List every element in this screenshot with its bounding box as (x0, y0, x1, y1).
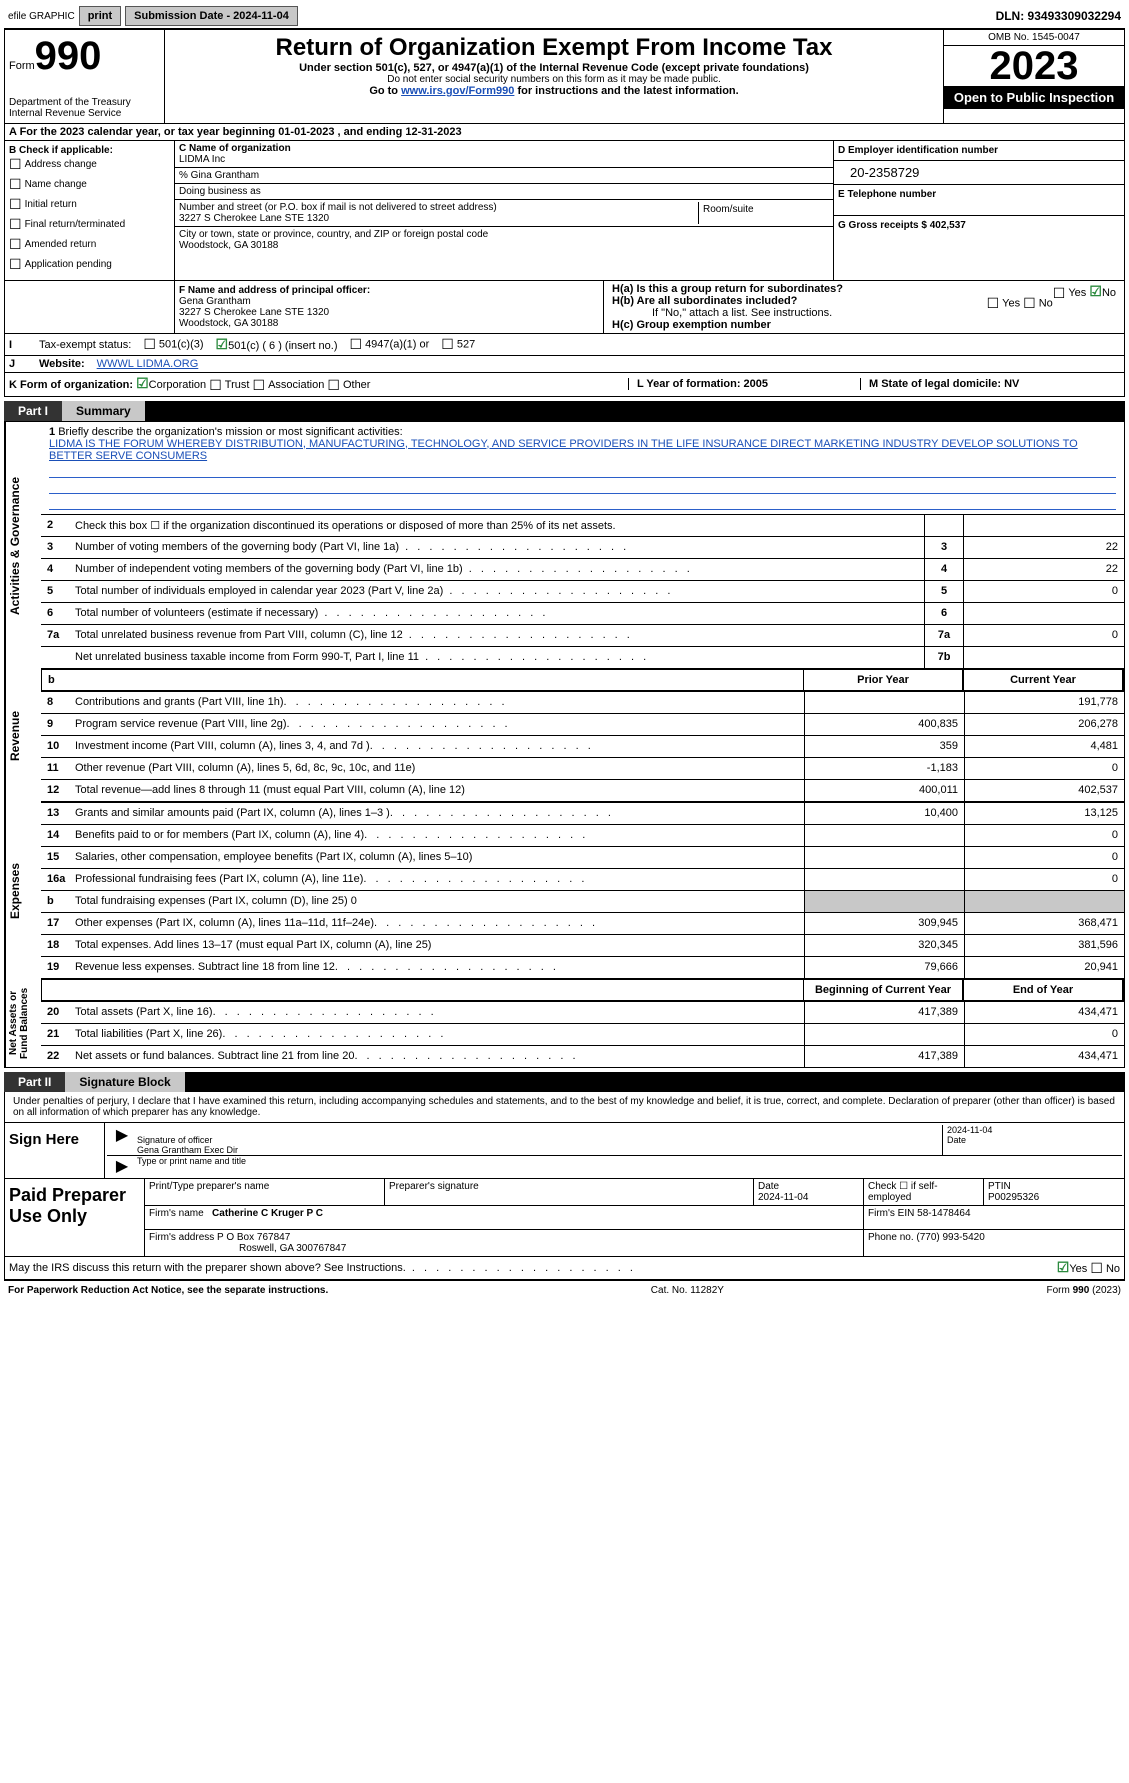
col-b: B Check if applicable: ☐Address change ☐… (5, 141, 175, 280)
dept-label: Department of the Treasury Internal Reve… (9, 97, 160, 119)
header-goto: Go to www.irs.gov/Form990 for instructio… (169, 85, 939, 97)
irs-link[interactable]: www.irs.gov/Form990 (401, 85, 514, 97)
row-a: A For the 2023 calendar year, or tax yea… (4, 124, 1125, 141)
row-klm: K Form of organization: ☑Corporation ☐Tr… (4, 373, 1125, 397)
efile-label: efile GRAPHIC (8, 11, 75, 22)
gross-receipts: G Gross receipts $ 402,537 (834, 216, 1124, 235)
col-c: C Name of organizationLIDMA Inc % Gina G… (175, 141, 834, 280)
sign-here-label: Sign Here (5, 1123, 105, 1178)
form-number: Form990 (9, 34, 160, 79)
open-to-public: Open to Public Inspection (944, 86, 1124, 109)
city: Woodstock, GA 30188 (179, 240, 278, 251)
form-header: Form990 Department of the Treasury Inter… (4, 29, 1125, 124)
row-j: JWebsite: WWWL LIDMA.ORG (4, 356, 1125, 373)
signature-block: Under penalties of perjury, I declare th… (4, 1092, 1125, 1179)
col-b-label: B Check if applicable: (9, 145, 170, 156)
check-final[interactable]: ☐Final return/terminated (9, 216, 170, 233)
meta-grid: B Check if applicable: ☐Address change ☐… (4, 141, 1125, 281)
vlabel-netassets: Net Assets or Fund Balances (5, 979, 41, 1067)
street-label: Number and street (or P.O. box if mail i… (179, 202, 497, 213)
check-initial[interactable]: ☐Initial return (9, 196, 170, 213)
irs-discuss-row: May the IRS discuss this return with the… (4, 1257, 1125, 1281)
pra-notice: For Paperwork Reduction Act Notice, see … (8, 1285, 328, 1296)
mission-block: 1 Briefly describe the organization's mi… (41, 422, 1124, 514)
care-of: % Gina Grantham (175, 168, 833, 184)
vlabel-expenses: Expenses (5, 802, 41, 979)
form-ref: Form 990 (2023) (1047, 1285, 1121, 1296)
room-label: Room/suite (703, 204, 754, 215)
row-i: ITax-exempt status: ☐501(c)(3) ☑501(c) (… (4, 334, 1125, 356)
street: 3227 S Cherokee Lane STE 1320 (179, 213, 329, 224)
summary-grid: Activities & Governance 1 Briefly descri… (4, 421, 1125, 1068)
website-link[interactable]: WWWL LIDMA.ORG (97, 358, 199, 370)
dln-label: DLN: 93493309032294 (996, 9, 1121, 23)
header-subtitle: Under section 501(c), 527, or 4947(a)(1)… (169, 62, 939, 74)
print-button[interactable]: print (79, 6, 121, 26)
mission-text: LIDMA IS THE FORUM WHEREBY DISTRIBUTION,… (49, 438, 1078, 462)
sig-declaration: Under penalties of perjury, I declare th… (5, 1092, 1124, 1123)
dba-label: Doing business as (179, 186, 261, 197)
header-title: Return of Organization Exempt From Incom… (169, 34, 939, 62)
cat-no: Cat. No. 11282Y (651, 1285, 724, 1296)
check-amended[interactable]: ☐Amended return (9, 236, 170, 253)
check-name[interactable]: ☐Name change (9, 176, 170, 193)
check-address[interactable]: ☐Address change (9, 156, 170, 173)
paid-label: Paid Preparer Use Only (5, 1179, 145, 1256)
header-note: Do not enter social security numbers on … (169, 74, 939, 85)
submission-date-button[interactable]: Submission Date - 2024-11-04 (125, 6, 298, 26)
tel-label: E Telephone number (838, 189, 936, 200)
ein-label: D Employer identification number (838, 145, 998, 156)
city-label: City or town, state or province, country… (179, 229, 488, 240)
ein-value: 20-2358729 (834, 161, 1124, 185)
footer: For Paperwork Reduction Act Notice, see … (4, 1280, 1125, 1300)
col-h: H(a) Is this a group return for subordin… (604, 281, 1124, 333)
vlabel-revenue: Revenue (5, 669, 41, 802)
topbar: efile GRAPHIC print Submission Date - 20… (4, 4, 1125, 29)
part1-header: Part ISummary (4, 401, 1125, 421)
name-label: C Name of organization (179, 143, 291, 154)
check-pending[interactable]: ☐Application pending (9, 256, 170, 273)
arrow-icon: ▶ (107, 1125, 137, 1155)
fh-row: F Name and address of principal officer:… (4, 281, 1125, 334)
vlabel-governance: Activities & Governance (5, 422, 41, 669)
tax-year: 2023 (944, 46, 1124, 86)
col-d: D Employer identification number 20-2358… (834, 141, 1124, 280)
arrow-icon: ▶ (107, 1156, 137, 1176)
col-f: F Name and address of principal officer:… (175, 281, 604, 333)
org-name: LIDMA Inc (179, 154, 225, 165)
part2-header: Part IISignature Block (4, 1072, 1125, 1092)
paid-preparer: Paid Preparer Use Only Print/Type prepar… (4, 1179, 1125, 1257)
